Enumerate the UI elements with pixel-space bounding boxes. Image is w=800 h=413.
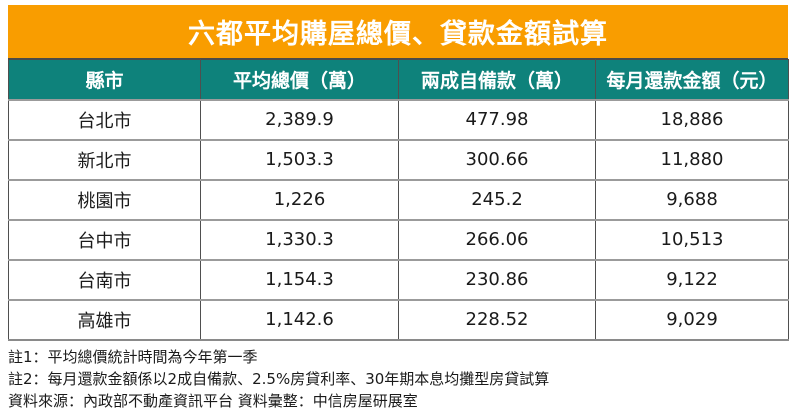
cell-avg-price: 1,503.3 (200, 138, 399, 181)
cell-down-payment: 228.52 (398, 298, 596, 341)
table-title: 六都平均購屋總價、貸款金額試算 (188, 19, 608, 50)
column-header-avg-price: 平均總價（萬） (200, 59, 399, 100)
footnote-2: 註2：每月還款金額係以2成自備款、2.5%房貸利率、30年期本息均攤型房貸試算 (8, 370, 550, 388)
table-row: 桃園市 1,226 245.2 9,688 (8, 178, 789, 221)
cell-city: 新北市 (8, 138, 201, 181)
housing-price-table: 縣市 平均總價（萬） 兩成自備款（萬） 每月還款金額（元） 台北市 2,389.… (8, 59, 789, 341)
cell-city: 高雄市 (8, 298, 201, 341)
cell-monthly-payment: 9,688 (595, 178, 789, 221)
cell-avg-price: 2,389.9 (200, 98, 399, 141)
cell-city: 台南市 (8, 258, 201, 301)
cell-city: 桃園市 (8, 178, 201, 221)
cell-down-payment: 477.98 (398, 98, 596, 141)
cell-down-payment: 245.2 (398, 178, 596, 221)
footnote-source: 資料來源：內政部不動產資訊平台 資料彙整：中信房屋研展室 (8, 392, 418, 410)
table-row: 台中市 1,330.3 266.06 10,513 (8, 218, 789, 261)
cell-monthly-payment: 18,886 (595, 98, 789, 141)
footnote-1: 註1：平均總價統計時間為今年第一季 (8, 348, 258, 366)
table-row: 新北市 1,503.3 300.66 11,880 (8, 138, 789, 181)
table-row: 台北市 2,389.9 477.98 18,886 (8, 98, 789, 141)
cell-avg-price: 1,226 (200, 178, 399, 221)
cell-avg-price: 1,142.6 (200, 298, 399, 341)
cell-monthly-payment: 9,122 (595, 258, 789, 301)
cell-avg-price: 1,330.3 (200, 218, 399, 261)
header-row: 縣市 平均總價（萬） 兩成自備款（萬） 每月還款金額（元） (8, 59, 789, 100)
cell-avg-price: 1,154.3 (200, 258, 399, 301)
column-header-monthly-payment: 每月還款金額（元） (595, 59, 789, 100)
column-header-down-payment: 兩成自備款（萬） (398, 59, 596, 100)
table-card: 六都平均購屋總價、貸款金額試算 縣市 平均總價（萬） 兩成自備款（萬） 每月還款… (8, 5, 789, 341)
table-row: 台南市 1,154.3 230.86 9,122 (8, 258, 789, 301)
cell-monthly-payment: 9,029 (595, 298, 789, 341)
table-row: 高雄市 1,142.6 228.52 9,029 (8, 298, 789, 341)
cell-city: 台北市 (8, 98, 201, 141)
footnotes: 註1：平均總價統計時間為今年第一季 註2：每月還款金額係以2成自備款、2.5%房… (8, 346, 792, 412)
column-header-city: 縣市 (8, 59, 201, 100)
cell-city: 台中市 (8, 218, 201, 261)
cell-down-payment: 230.86 (398, 258, 596, 301)
cell-monthly-payment: 11,880 (595, 138, 789, 181)
cell-down-payment: 266.06 (398, 218, 596, 261)
cell-monthly-payment: 10,513 (595, 218, 789, 261)
cell-down-payment: 300.66 (398, 138, 596, 181)
table-title-bar: 六都平均購屋總價、貸款金額試算 (8, 5, 788, 59)
